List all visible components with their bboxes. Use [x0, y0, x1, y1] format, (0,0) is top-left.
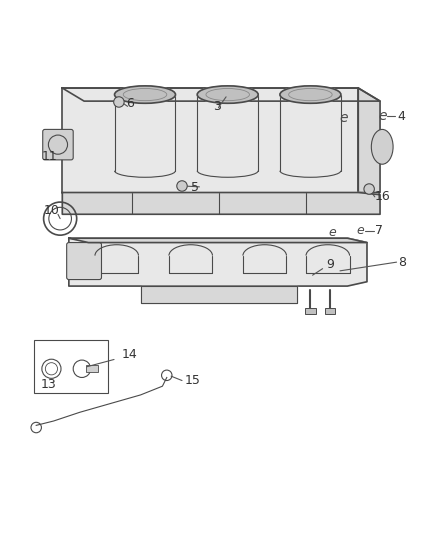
- Bar: [325, 308, 335, 313]
- Polygon shape: [141, 286, 297, 303]
- Polygon shape: [62, 88, 380, 101]
- FancyBboxPatch shape: [43, 130, 73, 160]
- Text: 8: 8: [398, 256, 406, 269]
- Text: e: e: [339, 111, 347, 125]
- Bar: [34, 341, 108, 393]
- Ellipse shape: [197, 86, 258, 103]
- Text: e: e: [329, 225, 336, 239]
- Text: 10: 10: [43, 204, 60, 217]
- Text: 14: 14: [122, 348, 138, 361]
- Text: 15: 15: [185, 374, 201, 387]
- Circle shape: [364, 184, 374, 194]
- Text: 5: 5: [191, 181, 199, 194]
- Polygon shape: [69, 238, 367, 243]
- Circle shape: [114, 97, 124, 107]
- Text: 13: 13: [41, 378, 56, 391]
- Text: 11: 11: [41, 150, 57, 163]
- Bar: [86, 365, 99, 372]
- Text: e: e: [378, 109, 386, 123]
- Text: 3: 3: [213, 100, 221, 113]
- Polygon shape: [69, 238, 367, 286]
- Text: 6: 6: [126, 97, 134, 110]
- Text: 16: 16: [374, 190, 390, 204]
- Bar: [305, 308, 316, 313]
- Ellipse shape: [280, 86, 341, 103]
- Polygon shape: [358, 88, 380, 192]
- Text: 7: 7: [375, 224, 383, 237]
- Text: e: e: [357, 224, 364, 237]
- Ellipse shape: [371, 130, 393, 164]
- Circle shape: [177, 181, 187, 191]
- Text: 9: 9: [326, 258, 334, 271]
- FancyBboxPatch shape: [67, 243, 102, 279]
- Polygon shape: [62, 88, 358, 192]
- Ellipse shape: [115, 86, 176, 103]
- Polygon shape: [62, 192, 380, 214]
- Text: 4: 4: [398, 110, 406, 123]
